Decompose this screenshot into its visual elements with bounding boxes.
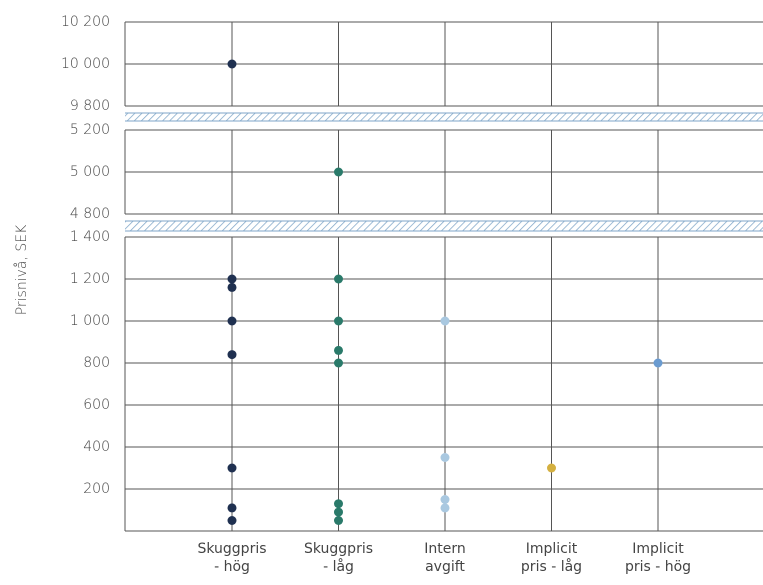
y-tick-label: 200 (83, 481, 110, 497)
dot (653, 358, 663, 368)
y-tick-label: 4 800 (70, 206, 110, 222)
y-tick-label: 10 000 (61, 56, 110, 72)
dot (334, 167, 343, 177)
dot (334, 507, 343, 517)
dot (334, 499, 343, 509)
y-tick-label: 9 800 (70, 98, 110, 114)
y-tick-label: 5 200 (70, 122, 110, 138)
x-tick-label: Skuggpris - låg (303, 541, 374, 575)
axis-break (125, 113, 763, 121)
x-tick-label: Implicit pris - låg (520, 541, 583, 575)
x-tick-label: Intern avgift (424, 541, 466, 575)
dot (334, 274, 343, 284)
dot (227, 350, 237, 360)
y-tick-label: 800 (83, 355, 110, 371)
y-tick-label: 1 400 (70, 229, 110, 245)
dot (440, 495, 450, 504)
dot (334, 516, 343, 525)
dot (440, 503, 450, 513)
axis-break (125, 221, 763, 231)
y-tick-label: 1 000 (70, 313, 110, 329)
dot (227, 503, 237, 513)
dot (227, 282, 237, 292)
x-tick-label: Skuggpris - hög (197, 541, 267, 575)
dot (547, 463, 556, 473)
dot (227, 274, 237, 284)
dot (440, 316, 450, 326)
dot (227, 59, 237, 69)
x-tick-label: Implicit pris - hög (624, 541, 692, 575)
y-tick-label: 600 (83, 397, 110, 413)
dot (227, 516, 237, 525)
dot (334, 345, 343, 355)
y-tick-label: 1 200 (70, 271, 110, 287)
dot (440, 453, 450, 462)
y-tick-label: 400 (83, 439, 110, 455)
dot (227, 463, 237, 473)
dot (227, 316, 237, 326)
y-axis-label: Prisnivå, SEK (13, 224, 30, 315)
y-tick-label: 5 000 (70, 164, 110, 180)
dot (334, 316, 343, 326)
dot (334, 358, 343, 368)
y-tick-label: 10 200 (61, 14, 110, 30)
